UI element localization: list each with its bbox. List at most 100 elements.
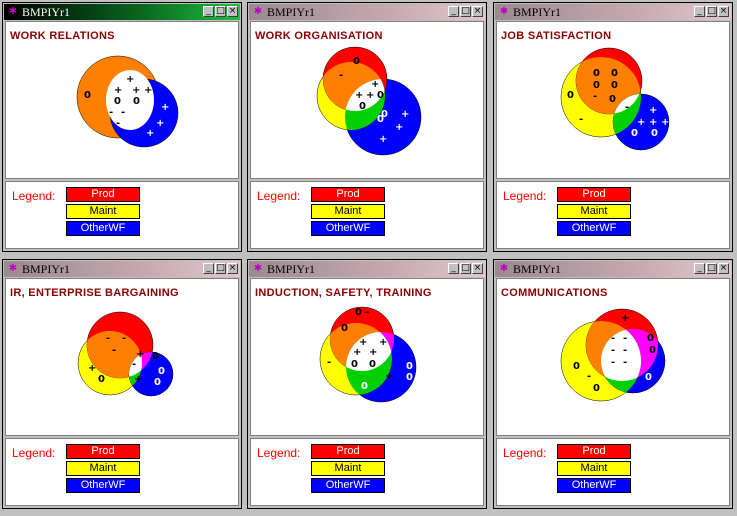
venn-mark: + xyxy=(379,337,387,348)
venn-mark: 0 xyxy=(649,345,656,356)
app-icon[interactable]: ✱ xyxy=(253,263,263,274)
venn-mark: + xyxy=(126,74,134,85)
app-icon[interactable]: ✱ xyxy=(8,263,18,274)
close-icon[interactable]: × xyxy=(227,6,238,17)
venn-mark: - xyxy=(116,118,120,129)
legend-label: Legend: xyxy=(12,446,56,460)
venn-mark: - xyxy=(121,107,125,118)
venn-diagram: 0 0 0 0 0 - 0 - - + + + + 0 0 xyxy=(560,47,669,151)
app-icon[interactable]: ✱ xyxy=(499,263,509,274)
venn-mark: 0 xyxy=(154,377,161,388)
window-induction-safety-training[interactable]: ✱ BMPIYr1 _ □ × INDUCTION, SAFETY, TRAIN… xyxy=(247,259,487,509)
venn-mark: 0 xyxy=(593,68,600,79)
legend-otherwf: OtherWF xyxy=(311,221,385,236)
minimize-icon[interactable]: _ xyxy=(694,263,705,274)
close-icon[interactable]: × xyxy=(472,263,483,274)
minimize-icon[interactable]: _ xyxy=(203,6,214,17)
minimize-icon[interactable]: _ xyxy=(448,6,459,17)
close-icon[interactable]: × xyxy=(718,263,729,274)
window-work-relations[interactable]: ✱ BMPIYr1 _ □ × WORK RELATIONS + + + + 0… xyxy=(2,2,242,252)
title-bar[interactable]: ✱ BMPIYr1 _ □ × xyxy=(4,4,240,20)
venn-mark: 0 xyxy=(651,128,658,139)
venn-mark: - xyxy=(611,345,615,356)
close-icon[interactable]: × xyxy=(227,263,238,274)
title-bar[interactable]: ✱ BMPIYr1 _ □ × xyxy=(4,261,240,277)
venn-mark: - xyxy=(327,357,331,368)
window-work-organisation[interactable]: ✱ BMPIYr1 _ □ × WORK ORGANISATION 0 - + … xyxy=(247,2,487,252)
close-icon[interactable]: × xyxy=(472,6,483,17)
app-icon[interactable]: ✱ xyxy=(8,6,18,17)
venn-mark: - xyxy=(365,307,369,318)
title-bar[interactable]: ✱ BMPIYr1 _ □ × xyxy=(249,261,485,277)
venn-mark: 0 xyxy=(406,372,413,383)
venn-mark: - xyxy=(593,91,597,102)
window-title: BMPIYr1 xyxy=(513,262,562,276)
window-communications[interactable]: ✱ BMPIYr1 _ □ × COMMUNICATIONS + 0 - - xyxy=(493,259,733,509)
venn-diagram: 0 - 0 + + + + 0 0 - 0 + 0 0 xyxy=(319,306,417,403)
window-title: BMPIYr1 xyxy=(267,262,316,276)
legend-otherwf: OtherWF xyxy=(311,478,385,493)
chart-title: WORK RELATIONS xyxy=(10,30,115,42)
app-icon[interactable]: ✱ xyxy=(253,6,263,17)
maximize-icon[interactable]: □ xyxy=(215,263,226,274)
venn-mark: + xyxy=(355,90,363,101)
maximize-icon[interactable]: □ xyxy=(460,6,471,17)
venn-mark: + xyxy=(649,117,657,128)
legend-maint: Maint xyxy=(66,204,140,219)
venn-mark: + xyxy=(156,118,164,129)
legend-otherwf: OtherWF xyxy=(66,221,140,236)
chart-title: IR, ENTERPRISE BARGAINING xyxy=(10,287,179,299)
venn-mark: + xyxy=(144,85,152,96)
chart-area: WORK RELATIONS + + + + 0 0 0 - - - + + + xyxy=(5,21,239,179)
venn-mark: 0 xyxy=(567,90,574,101)
legend-label: Legend: xyxy=(503,446,547,460)
venn-mark: 0 xyxy=(361,381,368,392)
legend-panel: Legend: Prod Maint OtherWF xyxy=(496,181,730,249)
venn-diagram: + + + + 0 0 0 - - - + + + xyxy=(76,55,179,148)
window-title: BMPIYr1 xyxy=(22,262,71,276)
venn-mark: - xyxy=(579,114,583,125)
legend-maint: Maint xyxy=(557,461,631,476)
venn-mark: 0 xyxy=(355,307,362,318)
venn-mark: - xyxy=(339,70,343,81)
venn-mark: - xyxy=(623,333,627,344)
maximize-icon[interactable]: □ xyxy=(706,263,717,274)
venn-mark: + xyxy=(366,90,374,101)
app-icon[interactable]: ✱ xyxy=(499,6,509,17)
title-bar[interactable]: ✱ BMPIYr1 _ □ × xyxy=(495,4,731,20)
maximize-icon[interactable]: □ xyxy=(215,6,226,17)
title-bar[interactable]: ✱ BMPIYr1 _ □ × xyxy=(249,4,485,20)
legend-label: Legend: xyxy=(12,189,56,203)
minimize-icon[interactable]: _ xyxy=(203,263,214,274)
maximize-icon[interactable]: □ xyxy=(706,6,717,17)
minimize-icon[interactable]: _ xyxy=(448,263,459,274)
venn-mark: 0 xyxy=(573,361,580,372)
venn-mark: 0 xyxy=(609,94,616,105)
venn-mark: 0 xyxy=(593,383,600,394)
venn-diagram: + 0 - - - - - - 0 0 0 - 0 xyxy=(560,308,666,402)
maximize-icon[interactable]: □ xyxy=(460,263,471,274)
title-bar[interactable]: ✱ BMPIYr1 _ □ × xyxy=(495,261,731,277)
window-job-satisfaction[interactable]: ✱ BMPIYr1 _ □ × JOB SATISFACTION 0 0 0 0 xyxy=(493,2,733,252)
venn-mark: - xyxy=(611,333,615,344)
legend-prod: Prod xyxy=(311,444,385,459)
venn-mark: 0 xyxy=(647,333,654,344)
chart-area: WORK ORGANISATION 0 - + + + 0 0 0 xyxy=(250,21,484,179)
chart-title: JOB SATISFACTION xyxy=(501,30,612,42)
minimize-icon[interactable]: _ xyxy=(694,6,705,17)
chart-area: INDUCTION, SAFETY, TRAINING 0 - 0 + + + … xyxy=(250,278,484,436)
venn-mark: + xyxy=(359,337,367,348)
window-title: BMPIYr1 xyxy=(513,5,562,19)
legend-panel: Legend: Prod Maint OtherWF xyxy=(496,438,730,506)
legend-prod: Prod xyxy=(66,187,140,202)
venn-mark: 0 xyxy=(341,323,348,334)
venn-mark: + xyxy=(661,117,669,128)
venn-mark: 0 xyxy=(381,109,388,120)
venn-mark: 0 xyxy=(611,80,618,91)
chart-area: JOB SATISFACTION 0 0 0 0 0 - 0 - xyxy=(496,21,730,179)
close-icon[interactable]: × xyxy=(718,6,729,17)
venn-mark: + xyxy=(371,79,379,90)
venn-mark: 0 xyxy=(114,96,121,107)
venn-mark: 0 xyxy=(152,351,159,362)
window-ir-enterprise-bargaining[interactable]: ✱ BMPIYr1 _ □ × IR, ENTERPRISE BARGAININ… xyxy=(2,259,242,509)
